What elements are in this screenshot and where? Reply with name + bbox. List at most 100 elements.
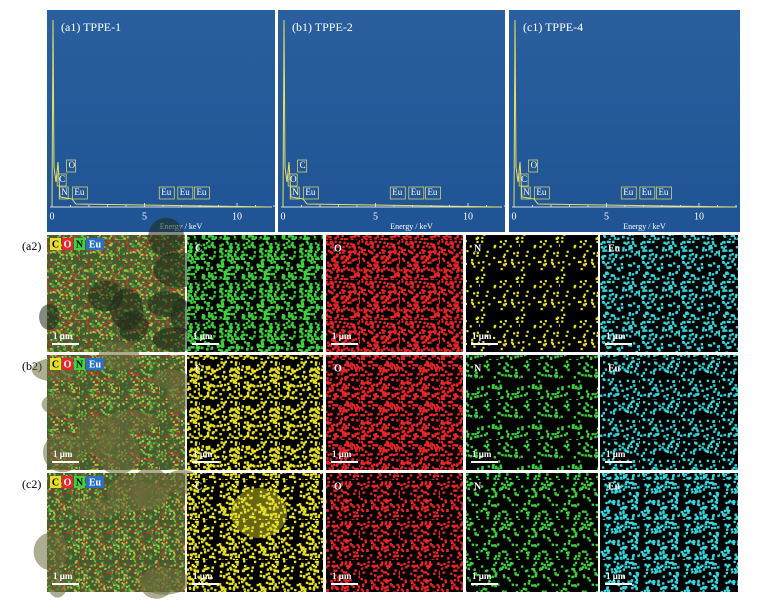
tick-label: 0 [512, 211, 517, 222]
element-map [600, 355, 738, 470]
peak-box [71, 186, 88, 200]
peak-label: Eu [642, 187, 652, 197]
tick-label: 10 [232, 211, 242, 222]
legend-swatch [50, 358, 61, 370]
legend-label: N [76, 477, 84, 488]
scale-label: 1 μm [332, 331, 352, 341]
peak-box [158, 186, 175, 200]
peak-box [302, 186, 319, 200]
tick-label: 5 [373, 211, 378, 222]
dark-region [148, 217, 185, 257]
tick-label: 5 [604, 211, 609, 222]
dark-region [117, 310, 149, 342]
spectrum-trace [51, 19, 271, 208]
legend-swatch [74, 476, 85, 488]
element-map [187, 473, 323, 592]
row-label: (a2) [22, 239, 41, 253]
peak-box [520, 186, 531, 200]
peak-label: Eu [623, 187, 633, 197]
bright-region [231, 488, 287, 538]
tick-label: 5 [142, 211, 147, 222]
peak-label: O [69, 160, 76, 170]
peak-label: C [300, 160, 306, 170]
legend-label: Eu [89, 239, 102, 250]
peak-label: N [292, 187, 299, 197]
element-map [187, 235, 323, 352]
legend-label: N [76, 359, 84, 370]
legend-swatch [86, 358, 104, 370]
scale-label: 1 μm [53, 449, 73, 459]
dark-region [41, 393, 77, 416]
peak-label: Eu [427, 187, 437, 197]
peak-box [177, 186, 194, 200]
legend-swatch [62, 238, 73, 250]
peak-label: N [523, 187, 530, 197]
panel-label: (b1) TPPE-2 [292, 20, 353, 34]
legend-swatch [86, 238, 104, 250]
element-map [600, 473, 738, 592]
element-map [466, 355, 598, 470]
legend-swatch [62, 476, 73, 488]
legend-label: Eu [89, 477, 102, 488]
scale-label: 1 μm [332, 449, 352, 459]
scale-label: 1 μm [472, 449, 492, 459]
spectrum-panel [47, 10, 275, 232]
tick-label: 10 [463, 211, 473, 222]
dark-region [152, 327, 198, 353]
peak-label: C [59, 174, 65, 184]
element-label: C [195, 243, 202, 254]
peak-box [518, 173, 529, 187]
dark-region [70, 499, 118, 519]
peak-label: Eu [161, 187, 171, 197]
peak-box [58, 186, 69, 200]
element-map [326, 235, 463, 352]
dark-region [75, 415, 120, 455]
axis-label: Energy / keV [390, 222, 433, 231]
peak-label: Eu [305, 187, 315, 197]
scale-label: 1 μm [53, 331, 73, 341]
peak-box [528, 159, 539, 173]
peak-label: Eu [74, 187, 84, 197]
dark-region [104, 409, 157, 433]
element-label: N [474, 243, 482, 254]
scale-label: 1 μm [606, 331, 626, 341]
element-label: O [334, 363, 342, 374]
dark-region [33, 532, 69, 571]
scale-label: 1 μm [606, 571, 626, 581]
element-label: N [474, 363, 482, 374]
element-map [326, 473, 463, 592]
peak-box [297, 159, 308, 173]
scale-label: 1 μm [606, 449, 626, 459]
legend-label: O [64, 477, 72, 488]
dark-region [88, 280, 124, 312]
peak-box [639, 186, 656, 200]
spectrum-trace [282, 19, 501, 208]
spectrum-panel [278, 10, 505, 232]
element-map [600, 235, 738, 352]
dark-region [139, 567, 190, 595]
element-label: Eu [608, 243, 621, 254]
element-label: O [334, 243, 342, 254]
element-label: Eu [608, 481, 621, 492]
peak-box [56, 173, 67, 187]
element-map [187, 355, 323, 470]
spectrum-panel [509, 10, 740, 232]
peak-box [289, 186, 300, 200]
peak-box [287, 173, 298, 187]
peak-box [620, 186, 637, 200]
scale-label: 1 μm [193, 571, 213, 581]
peak-label: Eu [180, 187, 190, 197]
panel-label: (a1) TPPE-1 [61, 20, 121, 34]
scale-label: 1 μm [472, 571, 492, 581]
peak-label: Eu [536, 187, 546, 197]
legend-swatch [86, 476, 104, 488]
scale-label: 1 μm [53, 571, 73, 581]
element-label: Eu [608, 363, 621, 374]
tick-label: 0 [50, 211, 55, 222]
element-label: O [334, 481, 342, 492]
legend-label: O [64, 359, 72, 370]
dark-region [170, 298, 192, 335]
legend-label: N [76, 239, 84, 250]
dark-region [131, 466, 170, 511]
